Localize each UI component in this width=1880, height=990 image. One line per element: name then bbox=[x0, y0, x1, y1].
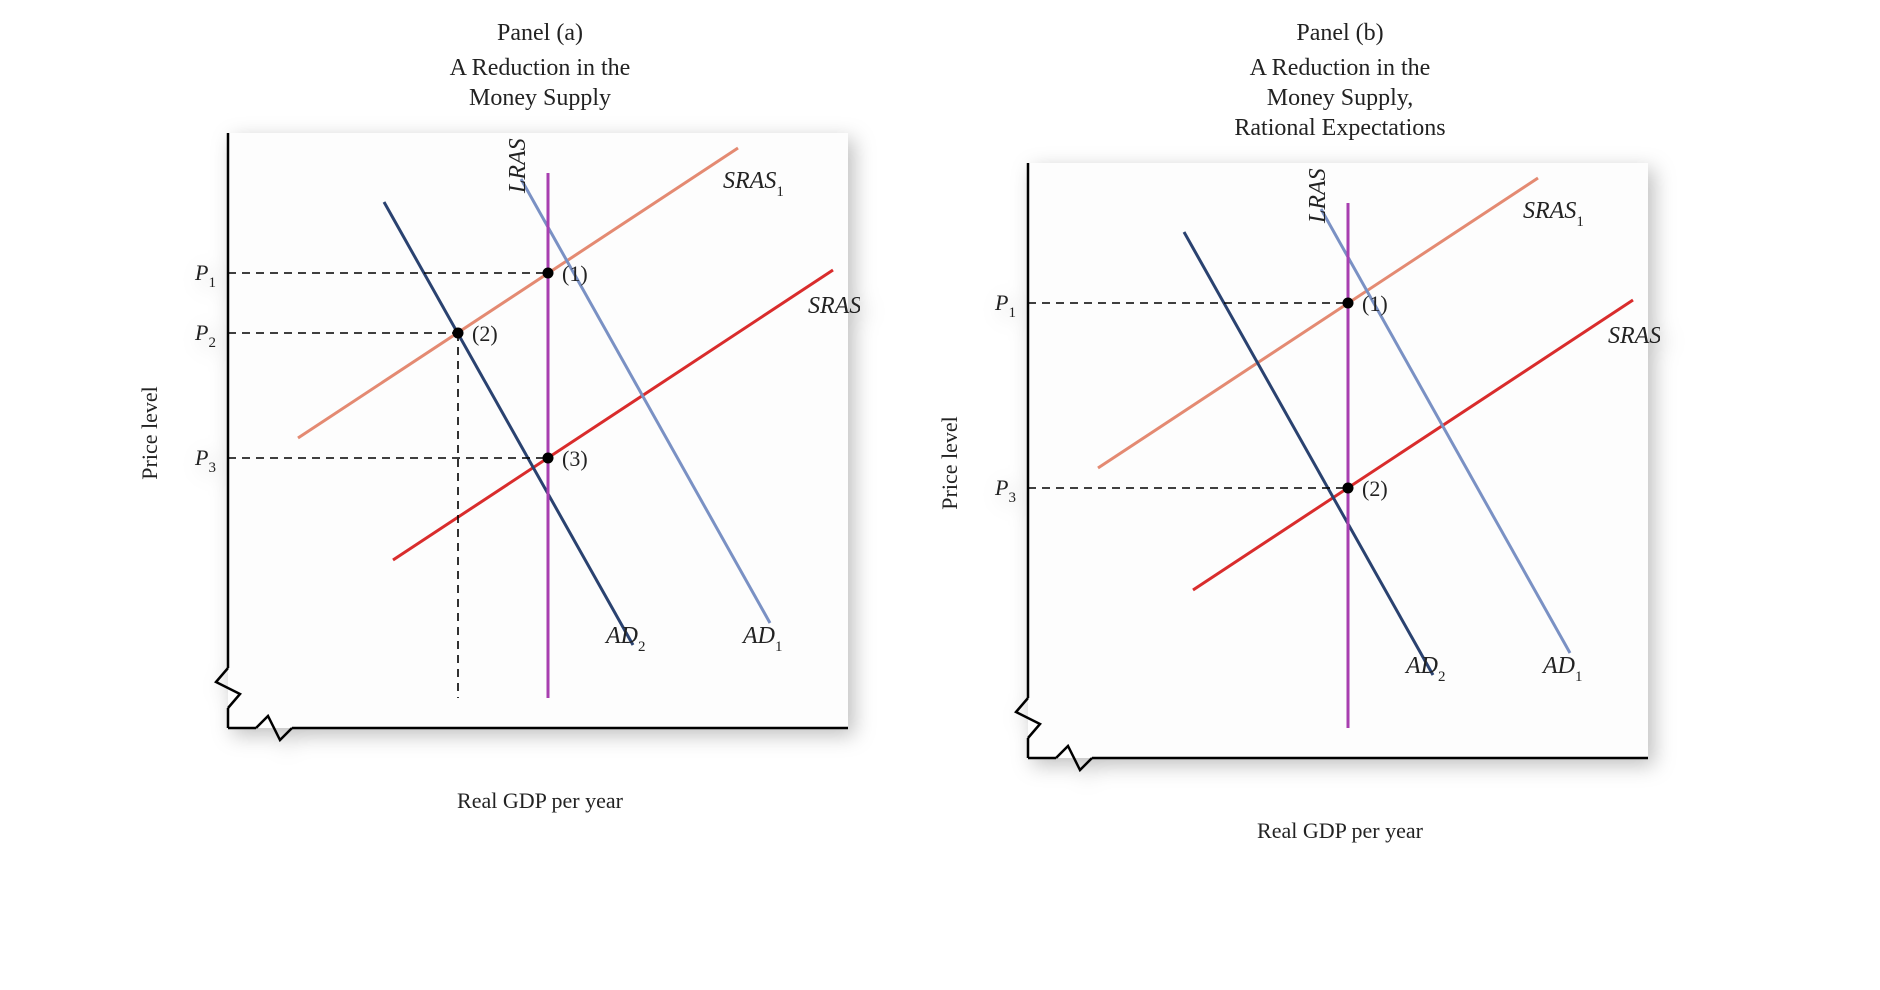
panel-a-xlabel: Real GDP per year bbox=[180, 788, 900, 814]
panel-b-sub3: Rational Expectations bbox=[1234, 115, 1445, 141]
svg-text:(1): (1) bbox=[1362, 291, 1388, 316]
svg-text:Y2: Y2 bbox=[448, 740, 468, 743]
svg-text:P3: P3 bbox=[194, 445, 216, 476]
figure-container: Panel (a) A Reduction in the Money Suppl… bbox=[180, 20, 1700, 844]
svg-text:P1: P1 bbox=[994, 290, 1016, 321]
panel-a: Panel (a) A Reduction in the Money Suppl… bbox=[180, 20, 900, 844]
panel-b-plot-wrap: Price level (1)(2)SRAS1SRAS2AD1AD2LRASP1… bbox=[980, 153, 1700, 773]
svg-text:(2): (2) bbox=[1362, 476, 1388, 501]
svg-text:P3: P3 bbox=[994, 475, 1016, 506]
panel-a-svg: (1)(2)(3)SRAS1SRAS2AD1AD2LRASP1P2P3Y2YP bbox=[180, 123, 860, 743]
panel-b-ylabel: Price level bbox=[937, 416, 963, 509]
panel-b: Panel (b) A Reduction in the Money Suppl… bbox=[980, 20, 1700, 844]
svg-text:P1: P1 bbox=[194, 260, 216, 291]
panel-b-title: Panel (b) bbox=[980, 20, 1700, 47]
panel-a-subtitle: A Reduction in the Money Supply bbox=[180, 53, 900, 113]
panel-a-plot-wrap: Price level (1)(2)(3)SRAS1SRAS2AD1AD2LRA… bbox=[180, 123, 900, 743]
panel-b-sub1: A Reduction in the bbox=[1250, 55, 1431, 81]
panel-a-sub1: A Reduction in the bbox=[450, 55, 631, 81]
panel-a-title: Panel (a) bbox=[180, 20, 900, 47]
panel-a-ylabel: Price level bbox=[137, 386, 163, 479]
svg-text:(3): (3) bbox=[562, 446, 588, 471]
svg-text:LRAS: LRAS bbox=[1305, 168, 1331, 224]
svg-text:(1): (1) bbox=[562, 261, 588, 286]
svg-text:LRAS: LRAS bbox=[505, 138, 531, 194]
panel-b-sub2: Money Supply, bbox=[1267, 85, 1413, 111]
panel-a-sub2: Money Supply bbox=[469, 85, 611, 111]
svg-text:YP: YP bbox=[1338, 770, 1359, 773]
panel-b-subtitle: A Reduction in the Money Supply, Rationa… bbox=[980, 53, 1700, 143]
svg-text:(2): (2) bbox=[472, 321, 498, 346]
panel-b-xlabel: Real GDP per year bbox=[980, 818, 1700, 844]
svg-text:P2: P2 bbox=[194, 320, 216, 351]
panel-b-svg: (1)(2)SRAS1SRAS2AD1AD2LRASP1P3YP bbox=[980, 153, 1660, 773]
svg-text:YP: YP bbox=[538, 740, 559, 743]
